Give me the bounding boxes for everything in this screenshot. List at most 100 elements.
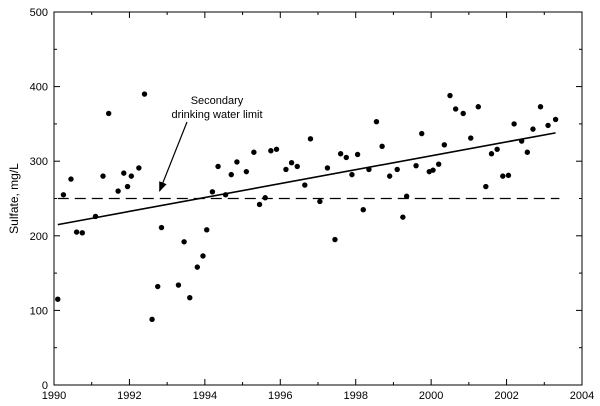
data-point bbox=[379, 143, 385, 149]
data-point bbox=[441, 142, 448, 148]
x-tick-label: 2002 bbox=[494, 390, 518, 402]
data-point bbox=[234, 159, 240, 165]
data-point bbox=[215, 163, 221, 170]
data-marks bbox=[55, 91, 560, 323]
y-tick-label: 0 bbox=[42, 380, 48, 392]
annotation-arrow bbox=[159, 121, 188, 192]
data-point bbox=[500, 173, 506, 179]
y-tick-label: 400 bbox=[30, 82, 48, 94]
data-point bbox=[413, 162, 419, 169]
trend-line bbox=[57, 132, 556, 226]
data-point bbox=[194, 264, 201, 270]
x-tick-label: 1996 bbox=[268, 390, 292, 402]
data-point bbox=[243, 168, 250, 175]
data-point bbox=[294, 163, 300, 170]
x-tick-label: 1990 bbox=[42, 390, 66, 402]
data-point bbox=[483, 183, 489, 190]
data-point bbox=[128, 173, 135, 179]
data-point bbox=[273, 146, 280, 152]
y-tick-label: 500 bbox=[30, 7, 48, 19]
data-point bbox=[317, 198, 323, 205]
data-point bbox=[92, 213, 99, 220]
data-point bbox=[488, 151, 495, 157]
data-point bbox=[181, 239, 187, 245]
data-point bbox=[100, 173, 106, 179]
data-point bbox=[222, 192, 229, 198]
data-point bbox=[124, 183, 131, 190]
data-point bbox=[158, 224, 165, 231]
data-point bbox=[360, 206, 366, 213]
data-point bbox=[79, 230, 85, 236]
data-point bbox=[105, 110, 112, 117]
annotation: Secondary drinking water limit bbox=[159, 95, 263, 192]
data-point bbox=[307, 136, 314, 142]
data-point bbox=[552, 116, 559, 123]
data-point bbox=[209, 189, 216, 195]
y-tick-label: 100 bbox=[30, 305, 48, 317]
data-point bbox=[475, 104, 481, 110]
data-point bbox=[343, 154, 349, 161]
x-tick-label: 1998 bbox=[343, 390, 367, 402]
data-point bbox=[386, 173, 393, 179]
data-point bbox=[288, 159, 295, 166]
data-point bbox=[262, 195, 268, 201]
data-point bbox=[136, 165, 142, 171]
data-point bbox=[149, 316, 155, 323]
data-point bbox=[187, 295, 193, 301]
x-tick-label: 1992 bbox=[117, 390, 141, 402]
data-point bbox=[430, 167, 436, 173]
data-point bbox=[73, 229, 80, 235]
data-point bbox=[204, 227, 210, 233]
data-point bbox=[460, 110, 466, 117]
annotation-text-line: Secondary bbox=[191, 95, 244, 107]
data-point bbox=[115, 188, 121, 194]
data-point bbox=[268, 148, 274, 154]
data-point bbox=[228, 171, 234, 178]
data-point bbox=[494, 146, 500, 152]
data-point bbox=[447, 92, 453, 99]
data-point bbox=[524, 149, 531, 155]
data-point bbox=[324, 165, 331, 171]
data-point bbox=[373, 118, 380, 125]
data-point bbox=[452, 106, 459, 112]
y-tick-label: 300 bbox=[30, 156, 48, 168]
data-point bbox=[354, 151, 361, 158]
data-point bbox=[511, 121, 517, 127]
x-tick-label: 1994 bbox=[193, 390, 217, 402]
data-point bbox=[366, 166, 372, 173]
annotation-text-line: drinking water limit bbox=[171, 109, 262, 121]
y-axis: 0 100 200 300 400 500 bbox=[30, 7, 582, 392]
data-point bbox=[530, 126, 536, 132]
x-tick-label: 2000 bbox=[419, 390, 443, 402]
data-point bbox=[121, 170, 127, 176]
x-tick-label: 2004 bbox=[570, 390, 594, 402]
data-point bbox=[518, 138, 525, 144]
data-point bbox=[60, 192, 67, 198]
data-point bbox=[175, 282, 182, 288]
x-axis: 1990 1992 1994 1996 1998 2000 2002 2004 bbox=[42, 12, 594, 402]
data-point bbox=[302, 182, 308, 188]
data-point bbox=[403, 193, 410, 199]
data-point bbox=[537, 104, 544, 110]
data-point bbox=[349, 171, 355, 178]
data-point bbox=[332, 236, 338, 243]
data-point bbox=[468, 135, 474, 141]
data-point bbox=[337, 151, 344, 157]
data-point bbox=[545, 122, 551, 129]
data-point bbox=[394, 166, 400, 173]
data-point bbox=[505, 172, 512, 179]
data-point bbox=[141, 91, 148, 97]
data-point bbox=[419, 130, 425, 137]
data-point bbox=[251, 149, 257, 155]
data-point bbox=[400, 214, 406, 220]
data-point bbox=[68, 176, 74, 182]
y-tick-label: 200 bbox=[30, 231, 48, 243]
data-point bbox=[256, 201, 263, 208]
data-point bbox=[55, 296, 61, 302]
data-point bbox=[155, 283, 161, 290]
data-point bbox=[283, 166, 289, 173]
data-point bbox=[200, 253, 206, 259]
data-point bbox=[435, 161, 442, 167]
y-axis-label: Sulfate, mg/L bbox=[7, 163, 21, 234]
